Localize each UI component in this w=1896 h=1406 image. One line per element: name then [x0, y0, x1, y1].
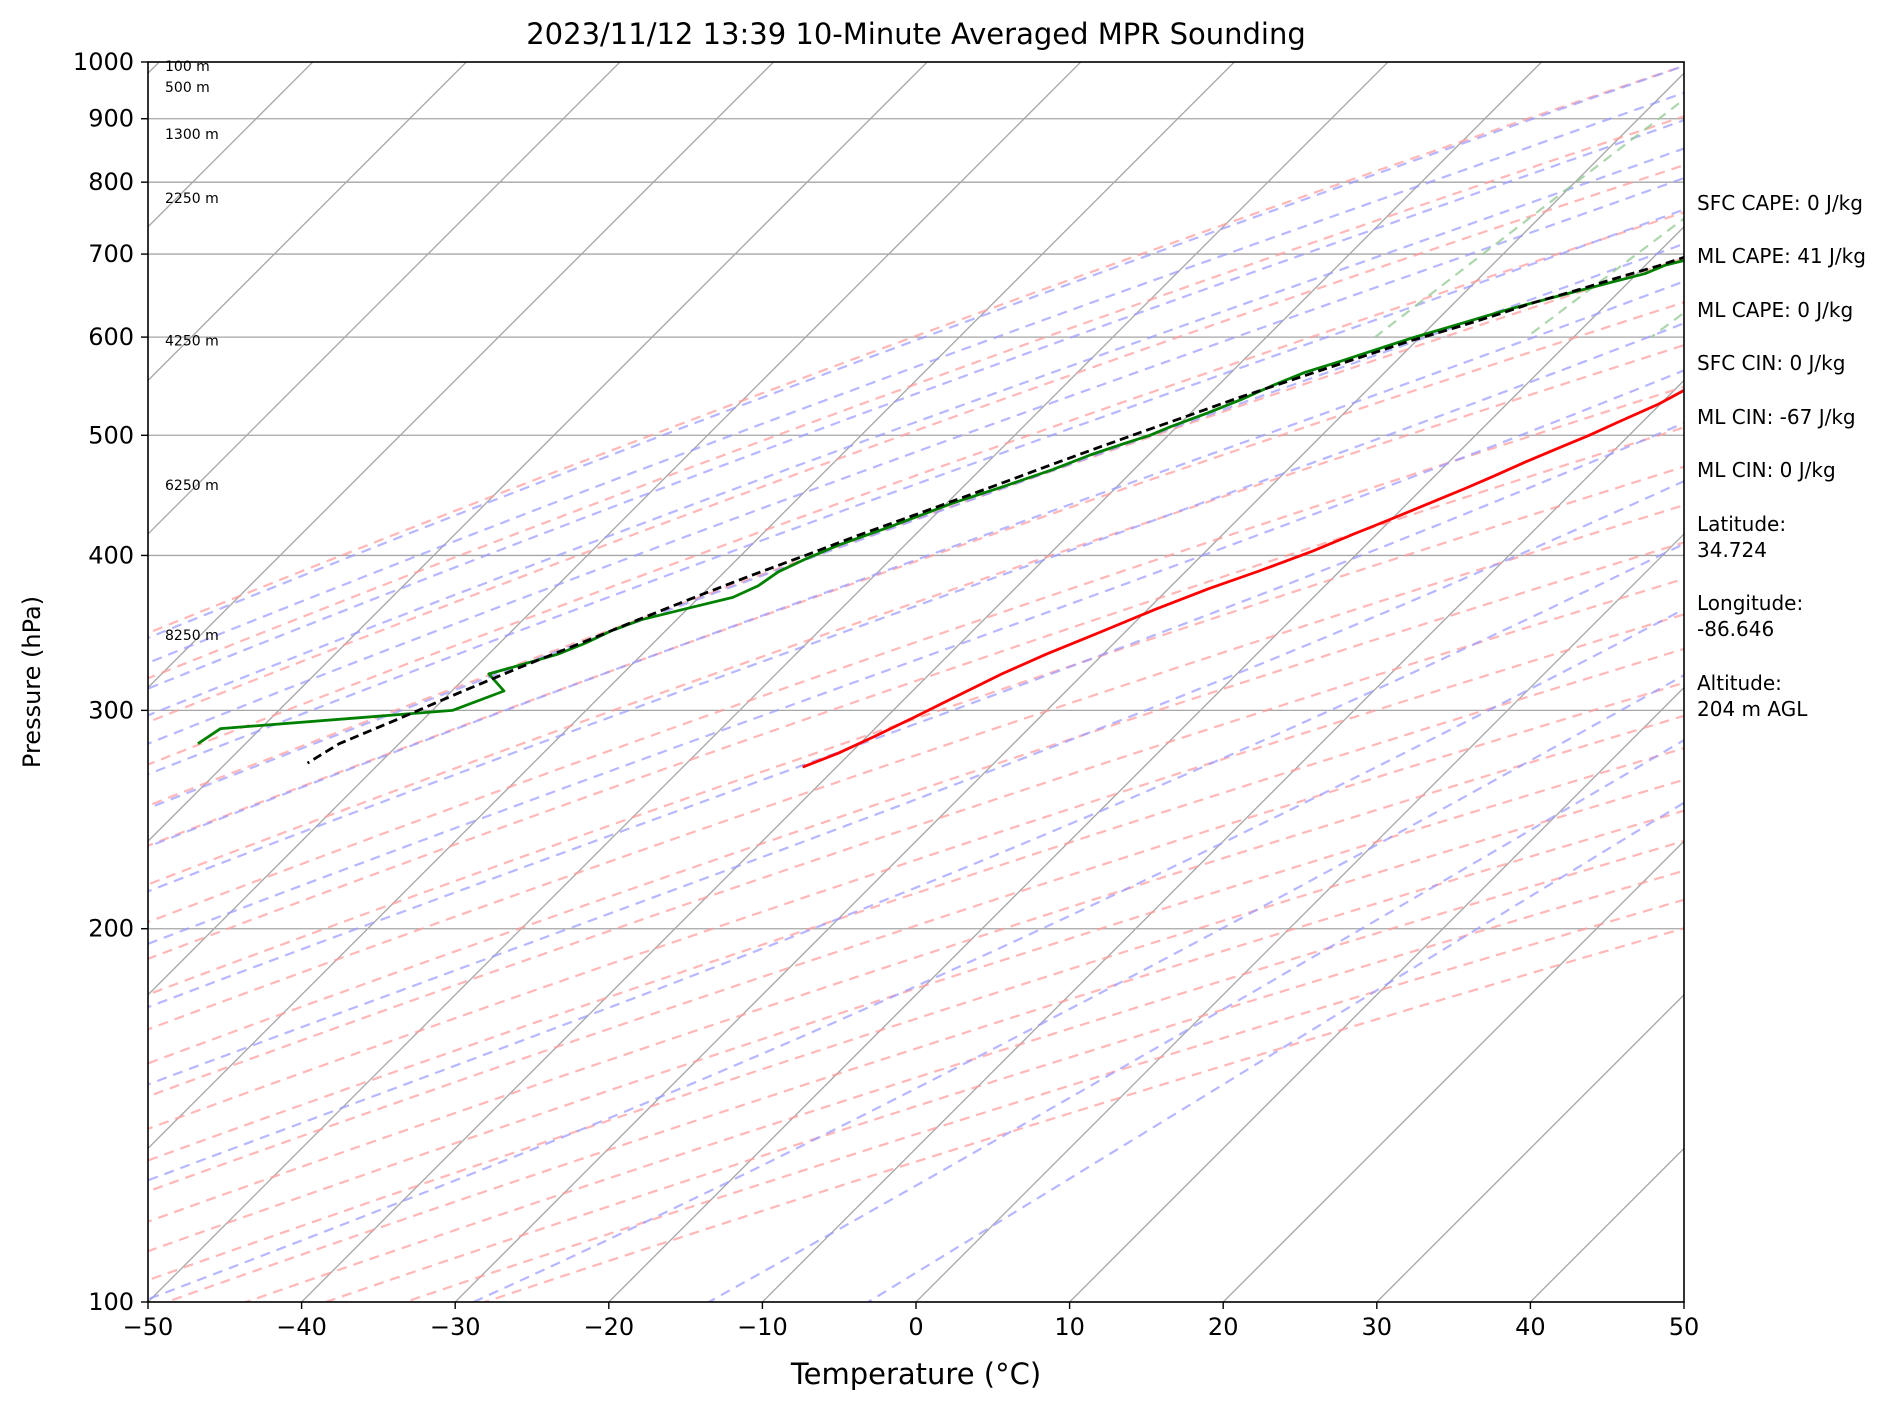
- height-label: 6250 m: [165, 478, 219, 494]
- ml-cape-text: ML CAPE: 41 J/kg: [1697, 244, 1866, 268]
- x-axis-ticks: −50 −40 −30 −20 −10 0 10 20 30 40 50: [123, 1302, 1700, 1341]
- moist-adiabat-line: [148, 542, 1684, 1182]
- mixing-ratio-line: [1526, 217, 1684, 338]
- y-tick-label: 500: [88, 421, 134, 449]
- moist-adiabat-line: [148, 208, 1684, 776]
- y-tick-label: 300: [88, 696, 134, 724]
- dewpoint-line: [197, 259, 1684, 745]
- sfc-cape-text: SFC CAPE: 0 J/kg: [1697, 191, 1863, 215]
- isotherm-line: [148, 62, 468, 382]
- longitude-label: Longitude:: [1697, 591, 1803, 615]
- ml-cin-text-2: ML CIN: 0 J/kg: [1697, 458, 1836, 482]
- moist-adiabat-line: [148, 322, 1684, 893]
- isotherm-line: [454, 72, 1684, 1302]
- isotherm-line: [1375, 993, 1684, 1302]
- longitude-value: -86.646: [1697, 617, 1774, 641]
- temperature-line: [802, 388, 1684, 769]
- y-tick-label: 900: [88, 105, 134, 133]
- x-tick-label: −20: [583, 1313, 634, 1341]
- moist-adiabat-line: [148, 280, 1684, 848]
- x-tick-label: 30: [1362, 1313, 1393, 1341]
- dry-adiabat-line: [148, 211, 1684, 766]
- x-tick-label: −30: [430, 1313, 481, 1341]
- y-tick-label: 200: [88, 915, 134, 943]
- x-tick-label: −50: [123, 1313, 174, 1341]
- moist-adiabat-line: [148, 369, 1684, 946]
- dry-adiabat-line: [148, 647, 1684, 1162]
- isotherm-line: [607, 225, 1684, 1302]
- dry-adiabat-line: [148, 541, 1684, 1065]
- moist-adiabat-line: [148, 176, 1684, 745]
- isotherm-line: [148, 62, 1236, 1150]
- height-label: 2250 m: [165, 191, 219, 207]
- y-tick-label: 600: [88, 323, 134, 351]
- x-tick-label: −10: [737, 1313, 788, 1341]
- height-label: 100 m: [165, 59, 210, 75]
- dry-adiabat-line: [401, 898, 1684, 1302]
- x-tick-label: 50: [1669, 1313, 1700, 1341]
- height-label: 8250 m: [165, 628, 219, 644]
- dry-adiabat-line: [148, 385, 1684, 924]
- y-tick-label: 400: [88, 541, 134, 569]
- moist-adiabat-line: [148, 242, 1684, 810]
- x-tick-label: 10: [1054, 1313, 1085, 1341]
- isotherm-line: [148, 62, 775, 689]
- x-tick-label: −40: [276, 1313, 327, 1341]
- height-label: 500 m: [165, 80, 210, 96]
- moist-adiabat-line: [148, 479, 1684, 1086]
- y-tick-label: 1000: [73, 48, 134, 76]
- moist-adiabat-line: [708, 738, 1684, 1302]
- y-tick-label: 100: [88, 1288, 134, 1316]
- moist-adiabat-line: [148, 421, 1684, 1009]
- height-labels: 8250 m 6250 m 4250 m 2250 m 1300 m 500 m 100 m: [165, 59, 219, 644]
- dry-adiabat-line: [148, 613, 1684, 1130]
- x-tick-label: 40: [1515, 1313, 1546, 1341]
- moist-adiabat-line: [148, 119, 1684, 690]
- isotherm-line: [148, 62, 929, 843]
- dry-adiabat-line: [148, 714, 1684, 1223]
- dry-adiabat-line: [148, 577, 1684, 1098]
- isotherm-line: [915, 533, 1684, 1302]
- height-label: 1300 m: [165, 127, 219, 143]
- mixing-ratio-line: [1374, 98, 1684, 338]
- profile-lines: [197, 255, 1684, 769]
- dry-adiabat-line: [148, 681, 1684, 1193]
- y-axis-title: Pressure (hPa): [18, 596, 46, 768]
- altitude-label: Altitude:: [1697, 671, 1782, 695]
- isotherm-line: [148, 62, 1389, 1302]
- dry-adiabat-line: [148, 301, 1684, 847]
- background-lines: [148, 62, 1684, 1302]
- dry-adiabat-line: [148, 465, 1684, 996]
- y-axis-ticks: 100 200 300 400 500 600 700 800 900 1000: [73, 48, 148, 1316]
- dry-adiabat-line: [481, 927, 1684, 1302]
- isotherm-line: [300, 62, 1543, 1302]
- latitude-label: Latitude:: [1697, 512, 1786, 536]
- ml-cape-text-2: ML CAPE: 0 J/kg: [1697, 298, 1853, 322]
- chart-title: 2023/11/12 13:39 10-Minute Averaged MPR …: [526, 17, 1306, 51]
- altitude-value: 204 m AGL: [1697, 697, 1808, 721]
- dry-adiabat-line: [148, 747, 1684, 1253]
- y-tick-label: 800: [88, 168, 134, 196]
- x-tick-label: 0: [908, 1313, 923, 1341]
- height-label: 4250 m: [165, 334, 219, 350]
- isotherm-line: [148, 62, 621, 535]
- moist-adiabat-line: [148, 91, 1684, 665]
- moist-adiabat-line: [148, 147, 1684, 717]
- sfc-cin-text: SFC CIN: 0 J/kg: [1697, 351, 1845, 375]
- x-axis-title: Temperature (°C): [790, 1357, 1041, 1391]
- moist-adiabat-line: [148, 607, 1684, 1301]
- y-tick-label: 700: [88, 240, 134, 268]
- ml-cin-text: ML CIN: -67 J/kg: [1697, 405, 1856, 429]
- x-tick-label: 20: [1208, 1313, 1239, 1341]
- latitude-value: 34.724: [1697, 538, 1767, 562]
- isotherm-line: [1068, 686, 1684, 1302]
- isotherm-line: [1222, 840, 1684, 1302]
- isotherm-line: [148, 62, 1082, 996]
- moist-adiabat-line: [473, 673, 1684, 1302]
- info-panel: SFC CAPE: 0 J/kg ML CAPE: 41 J/kg ML CAP…: [1697, 191, 1866, 721]
- isotherm-line: [761, 379, 1684, 1302]
- dry-adiabat-line: [322, 869, 1684, 1302]
